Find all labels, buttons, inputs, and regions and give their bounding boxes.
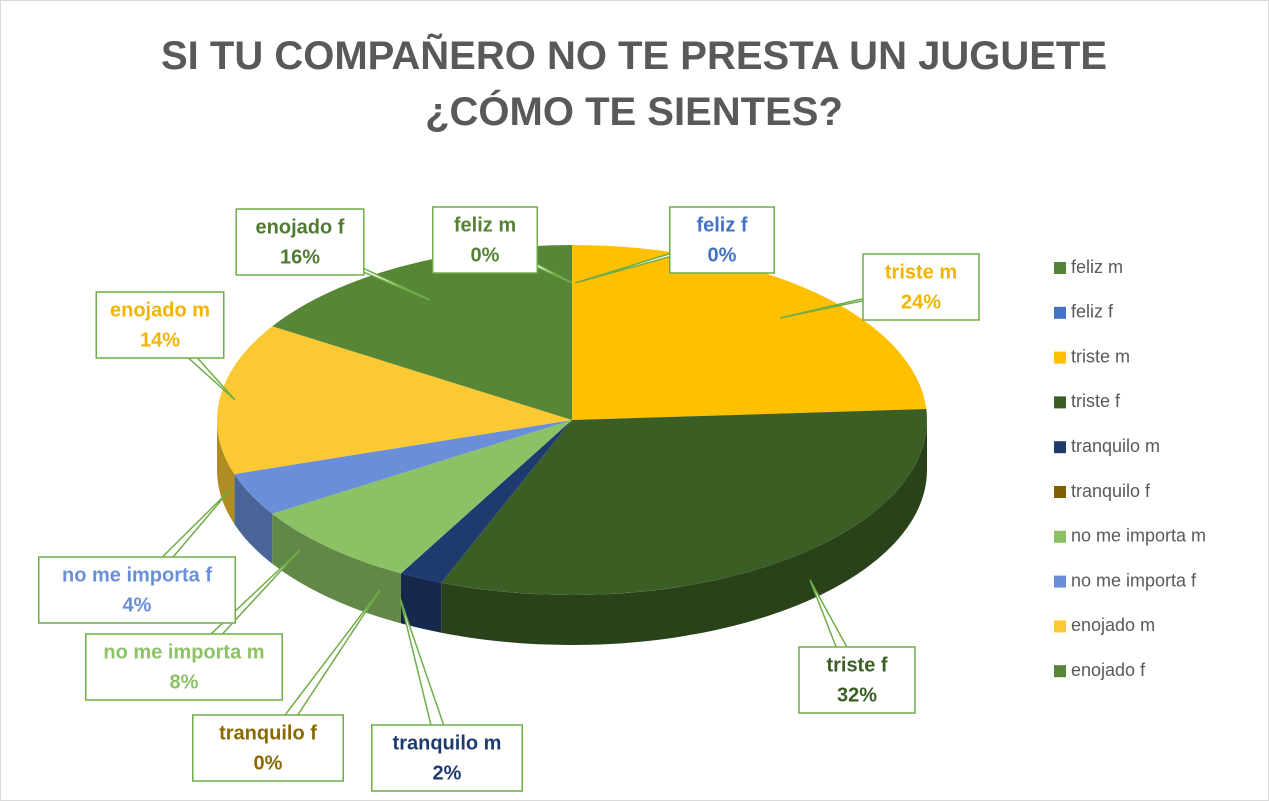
- data-label-name: triste m: [885, 261, 957, 283]
- legend-marker: [1054, 351, 1066, 364]
- slice: [217, 326, 572, 475]
- legend-marker: [1054, 262, 1066, 274]
- label-box: [371, 724, 523, 792]
- legend-label: no me importa m: [1071, 526, 1206, 546]
- data-label-value: 16%: [280, 246, 320, 268]
- legend-label: enojado f: [1071, 660, 1146, 680]
- data-label-value: 0%: [471, 244, 500, 266]
- legend-label: feliz m: [1071, 257, 1123, 277]
- label-box: [38, 556, 236, 624]
- data-label-value: 14%: [140, 329, 180, 351]
- slice-side: [234, 474, 273, 564]
- slice-side: [441, 420, 927, 645]
- data-label-name: feliz m: [454, 214, 516, 236]
- slice: [572, 245, 927, 420]
- data-label-value: 24%: [901, 291, 941, 313]
- slice: [234, 420, 572, 514]
- chart-title: SI TU COMPAÑERO NO TE PRESTA UN JUGUETE …: [161, 34, 1107, 134]
- data-label-name: enojado m: [110, 299, 210, 321]
- data-label-name: tranquilo m: [393, 732, 502, 754]
- legend-label: tranquilo f: [1071, 481, 1151, 501]
- legend-marker: [1054, 620, 1066, 633]
- label-box: [669, 206, 775, 274]
- legend-label: triste f: [1071, 391, 1121, 411]
- data-label-name: no me importa m: [103, 641, 264, 663]
- data-label-value: 0%: [254, 752, 283, 774]
- label-box: [235, 208, 365, 276]
- label-box: [798, 646, 916, 714]
- label-box: [432, 206, 538, 274]
- legend-label: no me importa f: [1071, 570, 1197, 590]
- data-label-name: enojado f: [256, 216, 345, 238]
- data-label-name: tranquilo f: [219, 722, 317, 744]
- legend-marker: [1054, 575, 1066, 588]
- data-label-name: feliz f: [696, 214, 747, 236]
- data-label-value: 4%: [123, 594, 152, 616]
- slice: [272, 420, 572, 574]
- legend-marker: [1054, 530, 1066, 543]
- data-label-value: 0%: [708, 244, 737, 266]
- data-label-name: no me importa f: [62, 564, 212, 586]
- data-label-value: 8%: [170, 671, 199, 693]
- legend-label: tranquilo m: [1071, 436, 1160, 456]
- slice-side: [272, 513, 401, 624]
- label-box: [862, 253, 980, 321]
- legend-marker: [1054, 306, 1066, 319]
- slice: [400, 420, 572, 583]
- label-box: [192, 714, 344, 782]
- data-label-value: 32%: [837, 684, 877, 706]
- legend-label: triste m: [1071, 346, 1130, 366]
- legend-label: enojado m: [1071, 615, 1155, 635]
- slice: [441, 409, 927, 595]
- label-box: [95, 291, 225, 359]
- legend-marker: [1054, 396, 1066, 409]
- slice-side: [400, 573, 442, 633]
- legend-marker: [1054, 665, 1066, 678]
- slice: [272, 245, 572, 420]
- legend-marker: [1054, 486, 1066, 498]
- legend-marker: [1054, 441, 1066, 454]
- slice-side: [217, 420, 235, 525]
- data-label-value: 2%: [433, 762, 462, 784]
- legend-label: feliz f: [1071, 302, 1114, 322]
- label-box: [85, 633, 283, 701]
- data-label-name: triste f: [826, 654, 887, 676]
